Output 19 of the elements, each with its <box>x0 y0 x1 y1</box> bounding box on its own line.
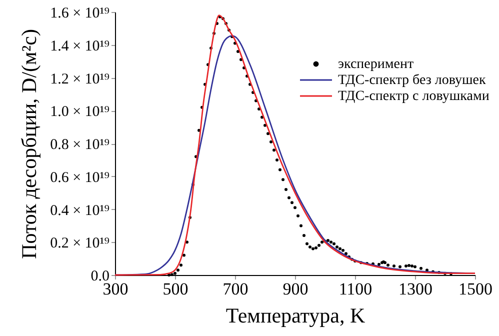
y-tick-label: 0.8 × 10¹⁹ <box>50 137 110 153</box>
x-tick-label: 900 <box>282 280 308 298</box>
x-tick-label: 700 <box>222 280 248 298</box>
y-tick-label: 0.6 × 10¹⁹ <box>50 170 110 186</box>
y-tick-label: 1.2 × 10¹⁹ <box>50 71 110 88</box>
x-tick-label: 500 <box>162 280 188 298</box>
y-tick-label: 0.2 × 10¹⁹ <box>50 236 110 252</box>
x-tick-label: 1100 <box>338 280 372 298</box>
legend-label: ТДС-спектр с ловушками <box>338 89 490 104</box>
y-tick-label: 0.4 × 10¹⁹ <box>50 202 110 219</box>
y-tick-label: 1.0 × 10¹⁹ <box>50 104 110 120</box>
x-tick-label: 1300 <box>398 280 432 298</box>
legend-label: ТДС-спектр без ловушек <box>338 73 486 88</box>
y-axis-title: Поток десорбции, D/(м²с) <box>17 29 42 259</box>
y-tick-label: 1.4 × 10¹⁹ <box>50 38 110 54</box>
legend-label: эксперимент <box>338 57 414 72</box>
x-tick-label: 1500 <box>458 280 492 298</box>
x-axis-title: Температура, K <box>226 304 366 328</box>
y-tick-label: 1.6 × 10¹⁹ <box>50 6 110 22</box>
